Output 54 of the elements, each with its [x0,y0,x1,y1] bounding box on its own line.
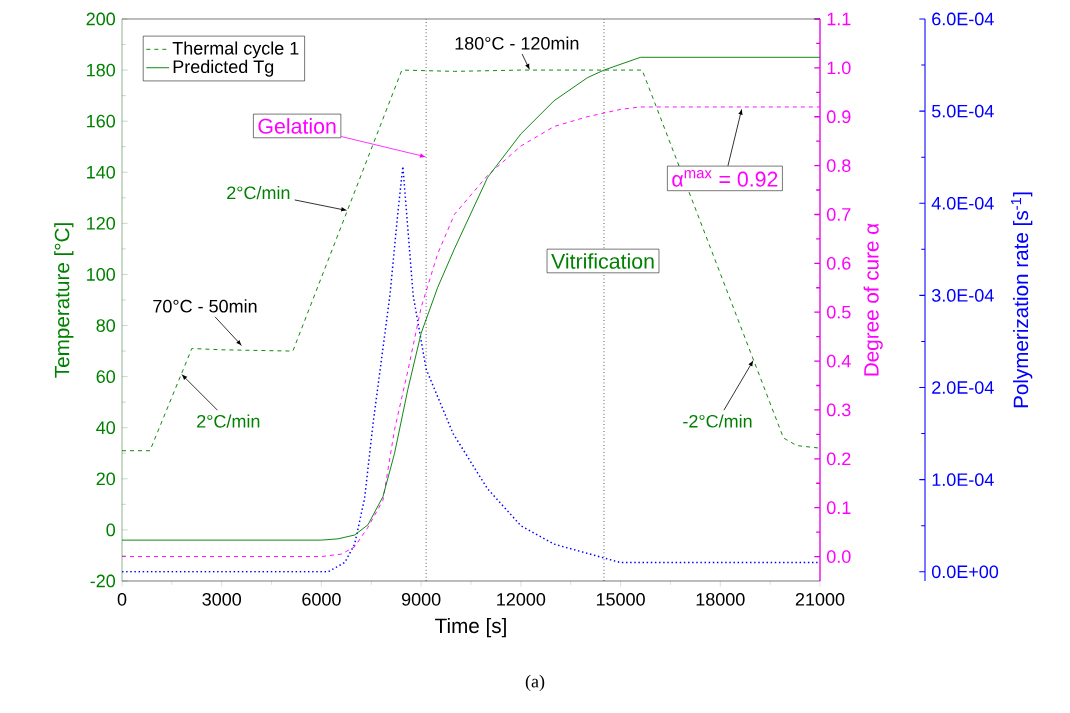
legend-label: Thermal cycle 1 [172,41,299,59]
x-tick-label: 21000 [795,592,845,606]
y-tick-label: 160 [87,114,116,128]
annotation: α$^{max}$ = 0.92 [672,170,778,187]
y-tick-label: 100 [87,268,116,281]
y2-tick-label: 0.3 [826,403,851,417]
y-tick-label: 20 [96,472,116,486]
y-tick-label: -20 [90,574,116,588]
y3-tick-label: 2.0E-04 [932,381,994,394]
annotation: -2°C/min [683,414,752,428]
y-tick-label: 120 [87,216,116,230]
x-tick-label: 15000 [596,592,645,606]
y2-tick-label: 0.2 [826,452,851,466]
x-tick-label: 18000 [696,592,745,606]
legend-label: Predicted Tg [173,59,274,77]
y3-axis-title: Polymerization rate [s$^{-1}$] [1011,192,1033,408]
x-tick-label: 9000 [401,592,441,606]
y2-tick-label: 0.5 [826,305,851,319]
y3-tick-label: 3.0E-04 [931,289,994,302]
y-tick-label: 40 [96,421,116,435]
y2-tick-label: 1.1 [827,12,851,26]
y-tick-label: 80 [96,319,116,332]
annotation: 70°C - 50min [153,299,257,313]
x-tick-label: 12000 [497,592,546,606]
annotation: 2°C/min [197,414,260,428]
annotation: 180°C - 120min [455,36,579,50]
y-tick-label: 60 [96,370,116,383]
y-tick-label: 140 [87,165,116,179]
annotation: Vitrification [551,253,654,269]
y2-tick-label: 0.4 [826,354,851,368]
y2-tick-label: 0.6 [826,256,851,270]
y-tick-label: 0 [106,523,116,537]
x-tick-label: 6000 [302,592,341,606]
y3-tick-label: 4.0E-04 [931,196,994,210]
y2-tick-label: 0.8 [826,159,851,172]
y2-tick-label: 0.0 [826,550,851,563]
y-axis-title: Temperature [°C] [54,223,74,378]
annotation: Gelation [258,118,336,134]
x-tick-label: 0 [117,592,127,606]
y-tick-label: 200 [86,12,116,26]
y2-tick-label: 1.0 [827,61,851,75]
y3-tick-label: 1.0E-04 [932,473,994,487]
y3-tick-label: 5.0E-04 [931,104,994,118]
text: (a) [525,674,545,692]
x-tick-label: 3000 [202,592,242,606]
annotation: 2°C/min [227,185,290,200]
y3-tick-label: 0.0E+00 [931,565,999,579]
y3-tick-label: 6.0E-04 [932,12,994,26]
y2-tick-label: 0.7 [826,208,851,221]
y2-tick-label: 0.9 [826,110,851,124]
x-axis-title: Time [s] [435,617,506,638]
y2-tick-label: 0.1 [826,501,851,515]
y-tick-label: 180 [87,63,116,77]
y2-axis-title: Degree of cure α [863,223,883,376]
